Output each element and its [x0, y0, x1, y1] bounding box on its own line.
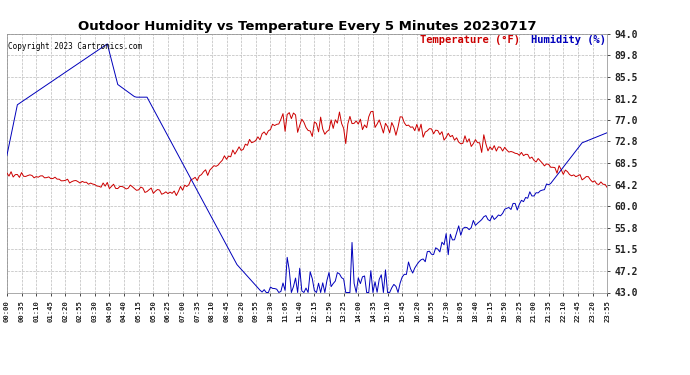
Title: Outdoor Humidity vs Temperature Every 5 Minutes 20230717: Outdoor Humidity vs Temperature Every 5 …	[78, 20, 536, 33]
Legend: Temperature (°F), Humidity (%): Temperature (°F), Humidity (%)	[411, 35, 606, 45]
Text: Copyright 2023 Cartronics.com: Copyright 2023 Cartronics.com	[8, 42, 141, 51]
